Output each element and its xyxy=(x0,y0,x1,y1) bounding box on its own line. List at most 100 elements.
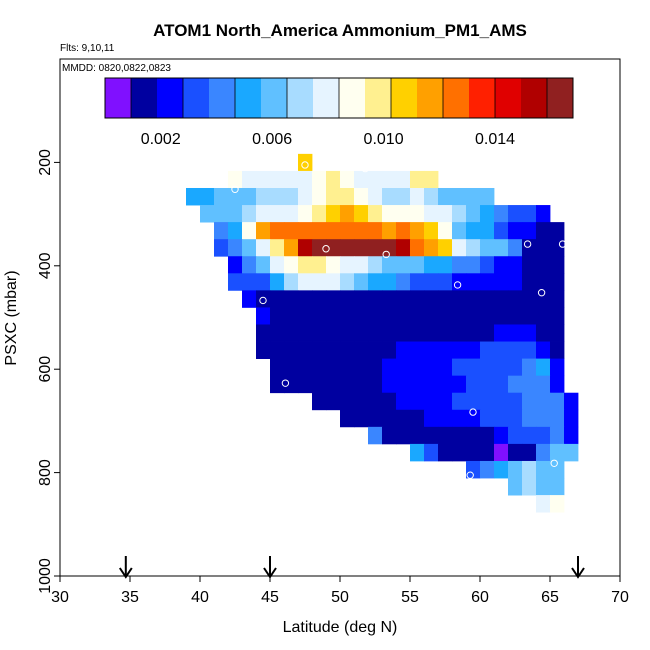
heatmap-cell xyxy=(382,426,397,445)
heatmap-cell xyxy=(396,409,411,428)
colorbar-segment xyxy=(261,78,288,118)
heatmap-cell xyxy=(508,341,523,360)
heatmap-cell xyxy=(410,358,425,377)
heatmap-cell xyxy=(550,324,565,342)
flight-point xyxy=(547,545,556,553)
heatmap-cell xyxy=(382,170,397,189)
heatmap-cell xyxy=(494,426,509,445)
heatmap-cell xyxy=(508,392,523,411)
heatmap-cell xyxy=(284,290,299,308)
heatmap-cell xyxy=(410,324,425,342)
heatmap-cell xyxy=(368,239,383,257)
heatmap-cell xyxy=(368,273,383,291)
heatmap-cell xyxy=(270,170,285,189)
heatmap-cell xyxy=(480,392,495,411)
heatmap-cell xyxy=(270,307,285,325)
y-tick-label: 600 xyxy=(37,356,54,383)
heatmap-cell xyxy=(452,205,467,223)
heatmap-cell xyxy=(270,341,285,360)
flight-point xyxy=(259,296,267,305)
heatmap-cell xyxy=(326,187,341,206)
heatmap-cell xyxy=(228,205,243,223)
colorbar-segment xyxy=(313,78,340,118)
heatmap-cell xyxy=(354,170,369,189)
heatmap-cell xyxy=(508,307,523,325)
chart-title: ATOM1 North_America Ammonium_PM1_AMS xyxy=(153,21,527,40)
heatmap-cell xyxy=(354,307,369,325)
heatmap-cell xyxy=(396,324,411,342)
heatmap-cell xyxy=(326,256,341,274)
heatmap-cell xyxy=(396,256,411,274)
heatmap-cell xyxy=(550,460,565,479)
heatmap-cell xyxy=(466,239,481,257)
heatmap-cell xyxy=(284,273,299,291)
heatmap-cell xyxy=(270,222,285,240)
heatmap-cell xyxy=(508,443,523,462)
heatmap-cell xyxy=(396,392,411,411)
heatmap-cell xyxy=(522,222,537,240)
heatmap-cell xyxy=(466,460,481,479)
heatmap-cell xyxy=(284,256,299,274)
colorbar-segment xyxy=(235,78,262,118)
heatmap-cell xyxy=(452,239,467,257)
heatmap-cell xyxy=(452,443,467,462)
heatmap-cell xyxy=(564,392,579,411)
heatmap-cell xyxy=(438,187,453,206)
heatmap-cell xyxy=(480,443,495,462)
heatmap-cell xyxy=(326,205,341,223)
heatmap-cell xyxy=(522,375,537,394)
heatmap-cell xyxy=(256,307,271,325)
heatmap-cell xyxy=(354,409,369,428)
heatmap-cell xyxy=(214,222,229,240)
heatmap-cell xyxy=(340,392,355,411)
heatmap-cell xyxy=(522,239,537,257)
heatmap-cell xyxy=(508,290,523,308)
heatmap-cell xyxy=(522,324,537,342)
heatmap-cell xyxy=(550,478,565,496)
heatmap-cell xyxy=(452,341,467,360)
heatmap-cell xyxy=(284,205,299,223)
colorbar-segment xyxy=(495,78,522,118)
heatmap-cell xyxy=(354,205,369,223)
heatmap-cell xyxy=(536,375,551,394)
heatmap-cell xyxy=(494,307,509,325)
heatmap-cell xyxy=(410,375,425,394)
heatmap-cell xyxy=(186,187,201,206)
heatmap-cell xyxy=(536,222,551,240)
flight-point xyxy=(231,185,239,193)
heatmap-cell xyxy=(410,205,425,223)
heatmap-cell xyxy=(522,478,537,496)
heatmap-cell xyxy=(214,239,229,257)
colorbar-segment xyxy=(131,78,158,118)
colorbar-tick-label: 0.006 xyxy=(252,131,292,148)
heatmap-cell xyxy=(368,205,383,223)
heatmap-cell xyxy=(354,256,369,274)
x-axis-label: Latitude (deg N) xyxy=(283,619,398,636)
colorbar-segment xyxy=(521,78,548,118)
heatmap-cell xyxy=(214,205,229,223)
heatmap-cell xyxy=(284,239,299,257)
flight-point xyxy=(322,245,330,253)
x-tick-label: 50 xyxy=(331,589,349,606)
heatmap-cell xyxy=(284,170,299,189)
colorbar-segment xyxy=(547,78,574,118)
heatmap-cell xyxy=(312,170,327,189)
heatmap-cell xyxy=(508,273,523,291)
heatmap-cell xyxy=(480,324,495,342)
heatmap-cell xyxy=(550,409,565,428)
heatmap-cell xyxy=(536,392,551,411)
heatmap-cell xyxy=(410,273,425,291)
heatmap-cell xyxy=(242,256,257,274)
heatmap-cell xyxy=(466,256,481,274)
heatmap-cell xyxy=(326,222,341,240)
heatmap-cell xyxy=(438,392,453,411)
heatmap-cell xyxy=(298,307,313,325)
colorbar-segment xyxy=(365,78,392,118)
x-tick-label: 65 xyxy=(541,589,559,606)
heatmap-cell xyxy=(424,170,439,189)
flight-point xyxy=(537,288,546,297)
y-tick-label: 400 xyxy=(37,252,54,279)
heatmap-cell xyxy=(368,426,383,445)
heatmap-cell xyxy=(354,375,369,394)
colorbar-segment xyxy=(287,78,314,118)
